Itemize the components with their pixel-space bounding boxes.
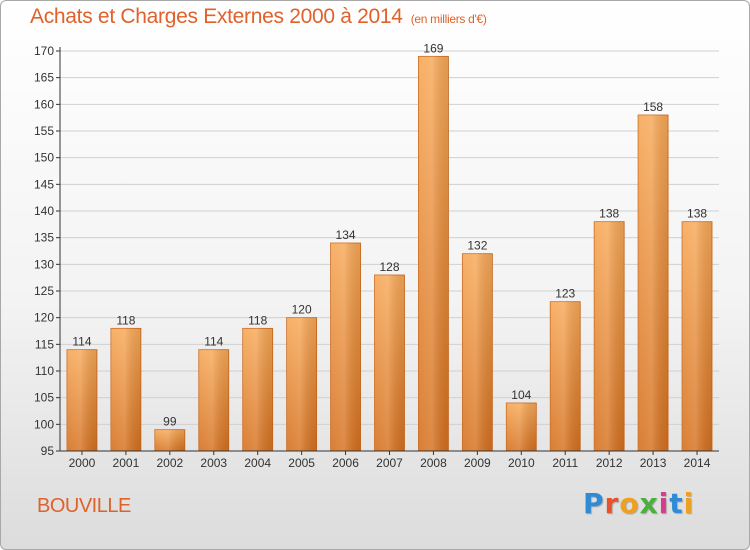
y-tick-label: 145 bbox=[34, 177, 54, 191]
x-tick-label: 2001 bbox=[113, 456, 140, 470]
x-tick-label: 2011 bbox=[552, 456, 578, 470]
x-tick-label: 2005 bbox=[288, 456, 315, 470]
data-label: 123 bbox=[555, 287, 575, 301]
x-tick-label: 2004 bbox=[244, 456, 271, 470]
bar-shade bbox=[506, 403, 537, 451]
y-tick-label: 155 bbox=[34, 124, 54, 138]
bar-shade bbox=[462, 253, 493, 451]
data-label: 138 bbox=[687, 207, 707, 221]
x-tick-label: 2008 bbox=[420, 456, 447, 470]
x-tick-label: 2010 bbox=[508, 456, 535, 470]
bars bbox=[66, 55, 713, 452]
data-label: 169 bbox=[423, 41, 443, 55]
data-label: 120 bbox=[292, 303, 312, 317]
x-tick-label: 2009 bbox=[464, 456, 491, 470]
bar-shade bbox=[374, 275, 405, 451]
x-tick-label: 2013 bbox=[640, 456, 667, 470]
bar-shade bbox=[594, 221, 625, 451]
y-tick-label: 125 bbox=[34, 284, 54, 298]
proxiti-logo: Proxiti bbox=[583, 487, 695, 520]
bar-shade bbox=[66, 349, 97, 451]
x-tick-label: 2012 bbox=[596, 456, 623, 470]
x-tick-label: 2003 bbox=[200, 456, 227, 470]
chart-title-text: Achats et Charges Externes 2000 à 2014 bbox=[30, 5, 403, 28]
chart-title-unit: (en milliers d'€) bbox=[410, 12, 487, 26]
x-tick-label: 2002 bbox=[156, 456, 183, 470]
y-tick-label: 110 bbox=[35, 364, 54, 378]
bar-shade bbox=[330, 243, 361, 451]
y-tick-label: 100 bbox=[34, 417, 54, 431]
data-label: 114 bbox=[204, 335, 223, 349]
data-label: 134 bbox=[336, 228, 356, 242]
bar-shade bbox=[682, 221, 713, 451]
bar-shade bbox=[154, 429, 185, 451]
x-tick-label: 2000 bbox=[69, 456, 96, 470]
y-tick-label: 95 bbox=[41, 444, 55, 458]
chart-title: Achats et Charges Externes 2000 à 2014 (e… bbox=[30, 5, 487, 29]
y-tick-label: 120 bbox=[34, 311, 54, 325]
data-label: 104 bbox=[511, 388, 531, 402]
bar-shade bbox=[198, 349, 229, 451]
data-label: 158 bbox=[643, 100, 663, 114]
x-tick-label: 2007 bbox=[376, 456, 403, 470]
bar-shade bbox=[110, 328, 141, 451]
axes bbox=[56, 47, 719, 455]
bar-shade bbox=[286, 317, 317, 451]
y-tick-label: 165 bbox=[34, 71, 54, 85]
data-label: 118 bbox=[248, 313, 267, 327]
bar-shade bbox=[550, 301, 581, 451]
bar-shade bbox=[242, 328, 273, 451]
commune-name: BOUVILLE bbox=[37, 495, 131, 517]
data-label: 118 bbox=[116, 313, 135, 327]
y-tick-label: 160 bbox=[34, 97, 54, 111]
y-tick-label: 150 bbox=[34, 151, 54, 165]
data-label: 128 bbox=[379, 260, 399, 274]
y-tick-label: 170 bbox=[34, 44, 54, 58]
y-tick-label: 115 bbox=[35, 337, 54, 351]
y-tick-label: 140 bbox=[34, 204, 54, 218]
data-label: 132 bbox=[467, 239, 487, 253]
y-tick-label: 130 bbox=[34, 257, 54, 271]
data-label: 138 bbox=[599, 207, 619, 221]
data-label: 99 bbox=[163, 415, 177, 429]
x-tick-label: 2014 bbox=[684, 456, 711, 470]
y-tick-label: 105 bbox=[34, 391, 54, 405]
bar-shade bbox=[418, 56, 449, 451]
x-tick-label: 2006 bbox=[332, 456, 359, 470]
y-tick-label: 135 bbox=[34, 231, 54, 245]
labels: 95 100 105 110 115 120 125 130 135 140 145 150 155 16… bbox=[34, 41, 711, 470]
bar-shade bbox=[638, 115, 669, 451]
data-label: 114 bbox=[72, 335, 91, 349]
